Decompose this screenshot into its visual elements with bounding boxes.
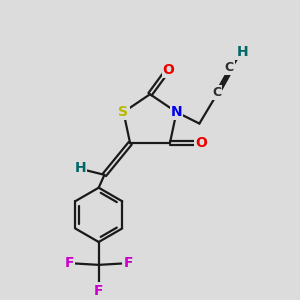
Text: N: N (171, 105, 182, 119)
Text: H: H (236, 45, 248, 59)
Text: F: F (123, 256, 133, 270)
Text: O: O (195, 136, 207, 150)
Text: C: C (225, 61, 234, 74)
Text: F: F (94, 284, 104, 298)
Text: H: H (74, 161, 86, 175)
Text: S: S (118, 105, 128, 119)
Text: C: C (212, 85, 221, 99)
Text: O: O (163, 63, 175, 77)
Text: F: F (64, 256, 74, 270)
